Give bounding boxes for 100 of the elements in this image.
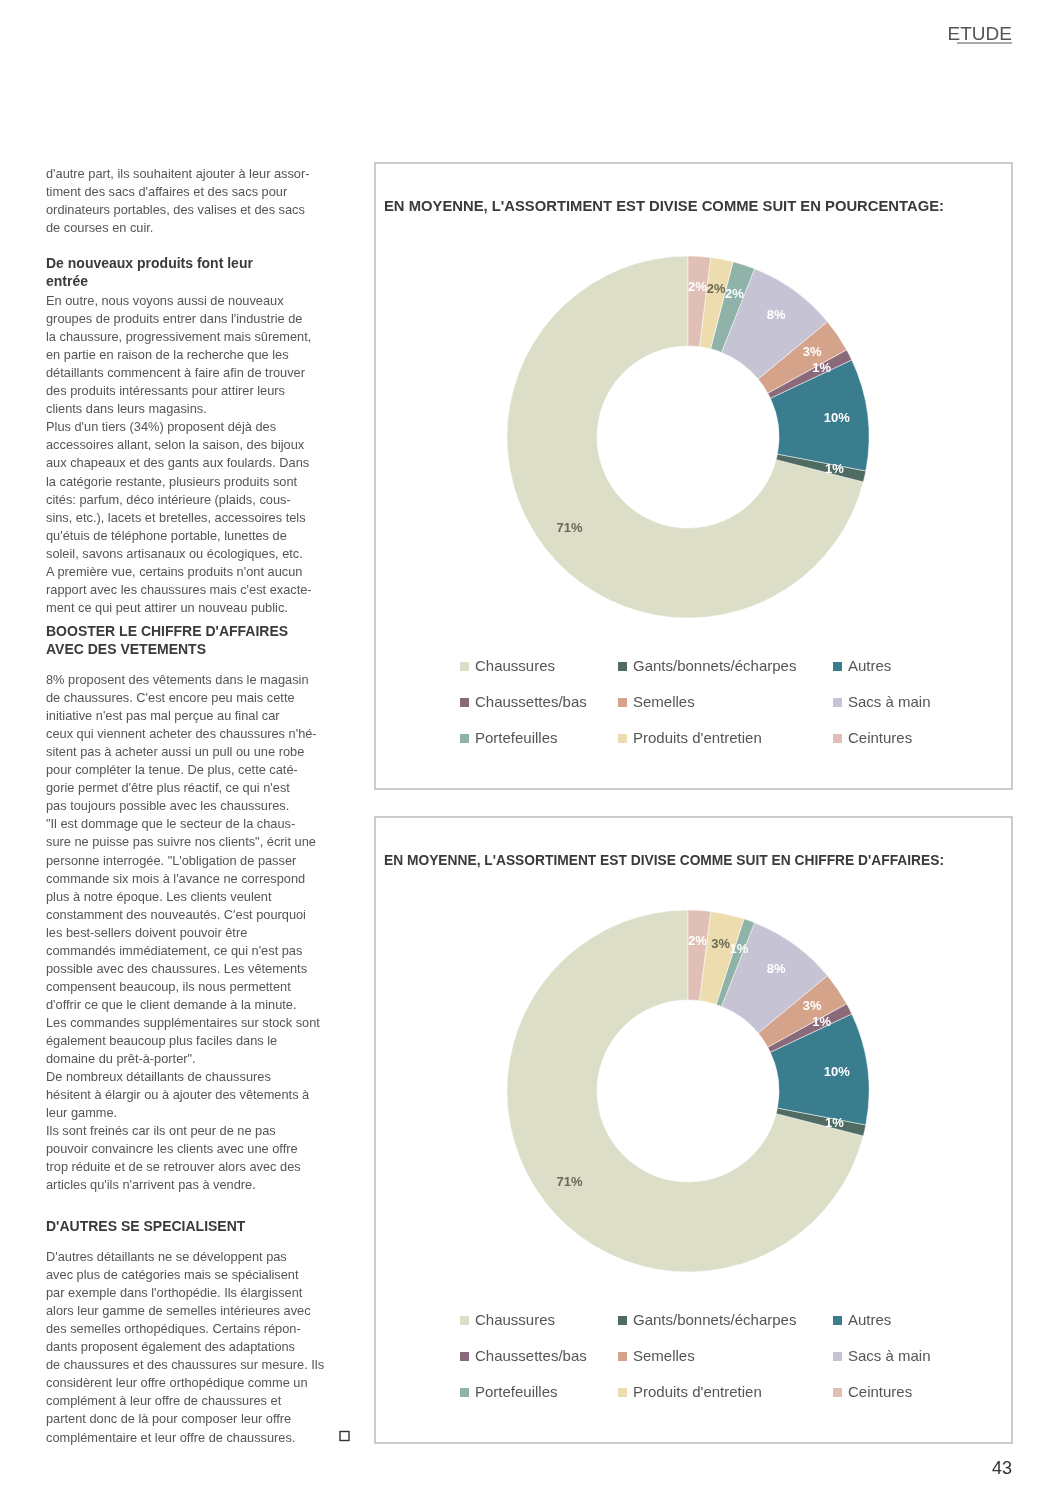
text: de chaussures et des chaussures sur mesure. Ils bbox=[46, 1357, 325, 1373]
legend-label: Chaussettes/bas bbox=[475, 1347, 587, 1364]
text: aux chapeaux et des gants aux foulards. Dans bbox=[46, 455, 310, 471]
data-label: 1% bbox=[824, 461, 845, 477]
data-label: 2% bbox=[724, 285, 745, 301]
text: commande six mois à l'avance ne correspond bbox=[46, 870, 306, 886]
text: rapport avec les chaussures mais c'est exacte- bbox=[46, 581, 312, 597]
data-label: 3% bbox=[802, 998, 822, 1014]
data-label: 10% bbox=[823, 409, 851, 425]
text: plus à notre époque. Les clients veulent bbox=[46, 888, 272, 904]
text: A première vue, certains produits n'ont aucun bbox=[46, 563, 303, 579]
text: des semelles orthopédiques. Certains répon- bbox=[46, 1321, 301, 1337]
text: constamment des nouveautés. C'est pourquoi bbox=[46, 906, 306, 922]
text: considèrent leur offre orthopédique comme un bbox=[46, 1375, 308, 1391]
chart-title: EN MOYENNE, L'ASSORTIMENT EST DIVISE COMME SUIT EN POURCENTAGE: bbox=[384, 197, 952, 214]
data-label: 8% bbox=[766, 307, 786, 323]
text: De nombreux détaillants de chaussures bbox=[46, 1069, 271, 1085]
text: également beaucoup plus faciles dans le bbox=[46, 1033, 278, 1048]
text: de courses en cuir. bbox=[46, 220, 154, 236]
legend-label: Produits d'entretien bbox=[633, 729, 762, 746]
text: D'AUTRES SE SPECIALISENT bbox=[46, 1218, 246, 1234]
text: initiative n'est pas mal perçue au final car bbox=[46, 708, 281, 724]
text: leur gamme. bbox=[46, 1105, 118, 1121]
text: des produits intéressants pour attirer leurs bbox=[46, 383, 285, 399]
data-label: 71% bbox=[556, 520, 583, 536]
text: partent donc de là pour composer leur offre bbox=[46, 1411, 292, 1427]
text: détaillants commencent à faire afin de trouver bbox=[46, 365, 306, 381]
text: sins, etc.), lacets et bretelles, accessoires tels bbox=[46, 509, 306, 525]
text: Les commandes supplémentaires sur stock sont bbox=[46, 1014, 321, 1030]
text: pas toujours possible avec les chaussures. bbox=[46, 798, 290, 814]
text: possible avec des chaussures. Les vêtements bbox=[46, 960, 308, 976]
legend-label: Sacs à main bbox=[848, 693, 931, 710]
text: de chaussures. C'est encore peu mais cette bbox=[46, 690, 295, 706]
text: complément à leur offre de chaussures et bbox=[46, 1393, 282, 1409]
legend-label: Semelles bbox=[633, 1347, 695, 1364]
text: en partie en raison de la recherche que les bbox=[46, 347, 289, 363]
text: personne interrogée. "L'obligation de passer bbox=[46, 852, 298, 868]
legend-label: Autres bbox=[848, 1311, 892, 1328]
text: qu'étuis de téléphone portable, lunettes de bbox=[46, 527, 287, 543]
text: ment ce qui peut attirer un nouveau public. bbox=[46, 599, 288, 615]
text: dants proposent également des adaptations bbox=[46, 1339, 296, 1355]
data-label: 1% bbox=[812, 360, 832, 376]
text: avec plus de catégories mais se spécialisent bbox=[46, 1267, 299, 1283]
text: clients dans leurs magasins. bbox=[46, 401, 207, 417]
data-label: 8% bbox=[766, 961, 786, 977]
text: les best-sellers doivent pouvoir être bbox=[46, 924, 248, 940]
legend-label: Portefeuilles bbox=[475, 729, 558, 746]
legend-label: Gants/bonnets/écharpes bbox=[633, 1311, 797, 1328]
text: accessoires allant, selon la saison, des bijoux bbox=[46, 437, 305, 453]
data-label: 1% bbox=[824, 1115, 845, 1131]
donut-slice bbox=[506, 255, 864, 619]
legend-label: Chaussures bbox=[475, 657, 556, 674]
text: En outre, nous voyons aussi de nouveaux bbox=[46, 293, 285, 308]
text: alors leur gamme de semelles intérieures avec bbox=[46, 1303, 312, 1319]
text: ordinateurs portables, des valises et des sacs bbox=[46, 202, 305, 218]
data-label: 2% bbox=[688, 932, 708, 948]
legend-label: Gants/bonnets/écharpes bbox=[633, 657, 797, 674]
legend-label: Produits d'entretien bbox=[633, 1383, 762, 1400]
data-label: 1% bbox=[812, 1014, 832, 1030]
text: gorie permet d'être plus réactif, ce qui n'est bbox=[46, 780, 291, 796]
text: pouvoir convaincre les clients avec une offre bbox=[46, 1141, 298, 1157]
text: sure ne puisse pas suivre nos clients", écrit une bbox=[46, 834, 316, 850]
text: hésitent à élargir ou à ajouter des vêtements à bbox=[46, 1087, 311, 1103]
legend-label: Chaussures bbox=[475, 1311, 556, 1328]
text: la chaussure, progressivement mais sûrement, bbox=[46, 329, 312, 345]
legend-label: Semelles bbox=[633, 693, 695, 710]
text: articles qu'ils n'arrivent pas à vendre. bbox=[46, 1177, 256, 1193]
text: la catégorie restante, plusieurs produits sont bbox=[46, 473, 298, 489]
legend-label: Autres bbox=[848, 657, 892, 674]
text: d'offrir ce que le client demande à la minute. bbox=[46, 996, 297, 1012]
text: D'autres détaillants ne se développent pas bbox=[46, 1249, 287, 1264]
text: trop réduite et de se retrouver alors avec des bbox=[46, 1159, 301, 1175]
legend-label: Chaussettes/bas bbox=[475, 693, 587, 710]
text: 8% proposent des vêtements dans le magasin bbox=[46, 672, 309, 687]
data-label: 2% bbox=[688, 278, 708, 294]
legend-label: Ceintures bbox=[848, 729, 913, 746]
text: cités: parfum, déco intérieure (plaids, cous- bbox=[46, 491, 291, 507]
data-label: 1% bbox=[729, 941, 749, 957]
text: ETUDE bbox=[947, 23, 1012, 44]
text: ceux qui viennent acheter des chaussures n'hé- bbox=[46, 726, 317, 742]
text: sitent pas à acheter aussi un pull ou une robe bbox=[46, 744, 305, 760]
text: "Il est dommage que le secteur de la chaus- bbox=[46, 816, 296, 832]
text: timent des sacs d'affaires et des sacs pour bbox=[46, 184, 288, 200]
text: Ils sont freinés car ils ont peur de ne pas bbox=[46, 1123, 276, 1139]
text: complémentaire et leur offre de chaussures. bbox=[46, 1429, 296, 1445]
chart-title: EN MOYENNE, L'ASSORTIMENT EST DIVISE COMME SUIT EN CHIFFRE D'AFFAIRES: bbox=[384, 851, 994, 868]
legend-label: Portefeuilles bbox=[475, 1383, 558, 1400]
legend-label: Sacs à main bbox=[848, 1347, 931, 1364]
data-label: 2% bbox=[706, 281, 726, 297]
donut-slice bbox=[506, 909, 864, 1273]
text: commandés immédiatement, ce qui n'est pas bbox=[46, 942, 303, 958]
text: Plus d'un tiers (34%) proposent déjà des bbox=[46, 419, 277, 435]
text: pour compléter la tenue. De plus, cette caté- bbox=[46, 762, 298, 778]
text: par exemple dans l'orthopédie. Ils élargissent bbox=[46, 1285, 303, 1301]
text: BOOSTER LE CHIFFRE D'AFFAIRES AVEC DES VETEMENTS bbox=[46, 623, 289, 657]
text: groupes de produits entrer dans l'industrie de bbox=[46, 311, 303, 327]
data-label: 10% bbox=[823, 1063, 851, 1079]
text: compensent beaucoup, ils nous permettent bbox=[46, 978, 292, 994]
data-label: 71% bbox=[556, 1174, 583, 1190]
data-label: 3% bbox=[802, 344, 822, 360]
